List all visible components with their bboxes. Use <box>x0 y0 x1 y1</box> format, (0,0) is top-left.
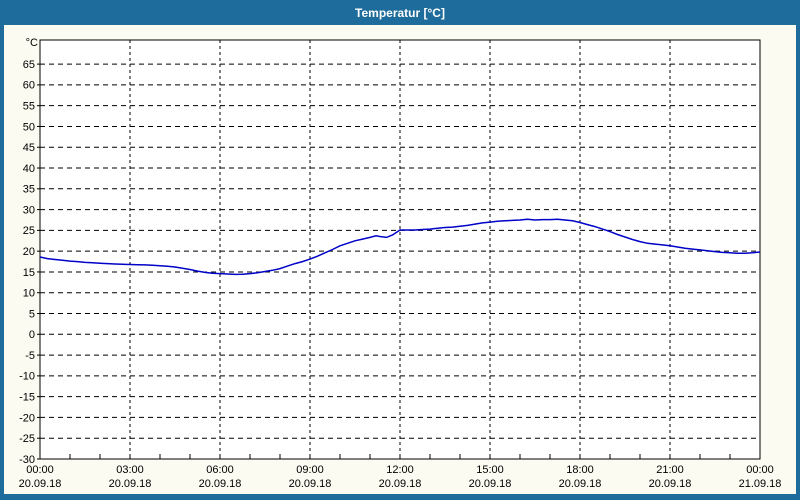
y-tick-label: 25 <box>23 225 35 237</box>
y-tick-label: 55 <box>23 101 35 113</box>
y-tick-label: 35 <box>23 184 35 196</box>
x-tick-time-label: 18:00 <box>566 464 594 476</box>
window-titlebar: Temperatur [°C] <box>0 0 800 25</box>
y-tick-label: -20 <box>19 412 35 424</box>
y-tick-label: -15 <box>19 391 35 403</box>
x-tick-date-label: 20.09.18 <box>379 478 422 490</box>
x-tick-date-label: 21.09.18 <box>739 478 782 490</box>
temperature-line-chart: -30 -25 -20 -15 -10 -5 0 5 10 15 20 25 30 35 40 45 50 55 6… <box>19 37 782 490</box>
y-tick-label: 5 <box>29 308 35 320</box>
x-tick-time-label: 12:00 <box>386 464 414 476</box>
y-axis-unit-label: °C <box>26 37 38 49</box>
gridlines <box>37 40 760 460</box>
x-tick-time-label: 21:00 <box>656 464 684 476</box>
y-tick-label: 20 <box>23 246 35 258</box>
x-tick-date-label: 20.09.18 <box>649 478 692 490</box>
x-tick-time-label: 03:00 <box>116 464 144 476</box>
x-tick-date-label: 20.09.18 <box>109 478 152 490</box>
y-tick-label: 15 <box>23 267 35 279</box>
x-tick-time-label: 06:00 <box>206 464 234 476</box>
x-tick-time-label: 00:00 <box>26 464 54 476</box>
window-title: Temperatur [°C] <box>355 5 445 20</box>
y-tick-label: -25 <box>19 433 35 445</box>
y-tick-label: -10 <box>19 371 35 383</box>
y-tick-label: -30 <box>19 454 35 466</box>
x-tick-date-label: 20.09.18 <box>469 478 512 490</box>
x-tick-time-label: 15:00 <box>476 464 504 476</box>
x-tick-time-label: 09:00 <box>296 464 324 476</box>
x-tick-date-label: 20.09.18 <box>19 478 62 490</box>
y-tick-label: 40 <box>23 163 35 175</box>
y-tick-label: 30 <box>23 204 35 216</box>
y-tick-label: 65 <box>23 59 35 71</box>
temperature-curve <box>39 218 761 276</box>
y-tick-label: 10 <box>23 288 35 300</box>
x-tick-time-label: 00:00 <box>746 464 774 476</box>
axis-labels: -30 -25 -20 -15 -10 -5 0 5 10 15 20 25 30 35 40 45 50 55 6… <box>19 37 782 490</box>
x-tick-date-label: 20.09.18 <box>559 478 602 490</box>
y-tick-label: -5 <box>25 350 35 362</box>
y-tick-label: 0 <box>29 329 35 341</box>
y-tick-label: 60 <box>23 80 35 92</box>
x-tick-date-label: 20.09.18 <box>199 478 242 490</box>
chart-area: -30 -25 -20 -15 -10 -5 0 5 10 15 20 25 30 35 40 45 50 55 6… <box>4 25 796 494</box>
y-tick-label: 45 <box>23 142 35 154</box>
y-tick-label: 50 <box>23 121 35 133</box>
x-tick-date-label: 20.09.18 <box>289 478 332 490</box>
